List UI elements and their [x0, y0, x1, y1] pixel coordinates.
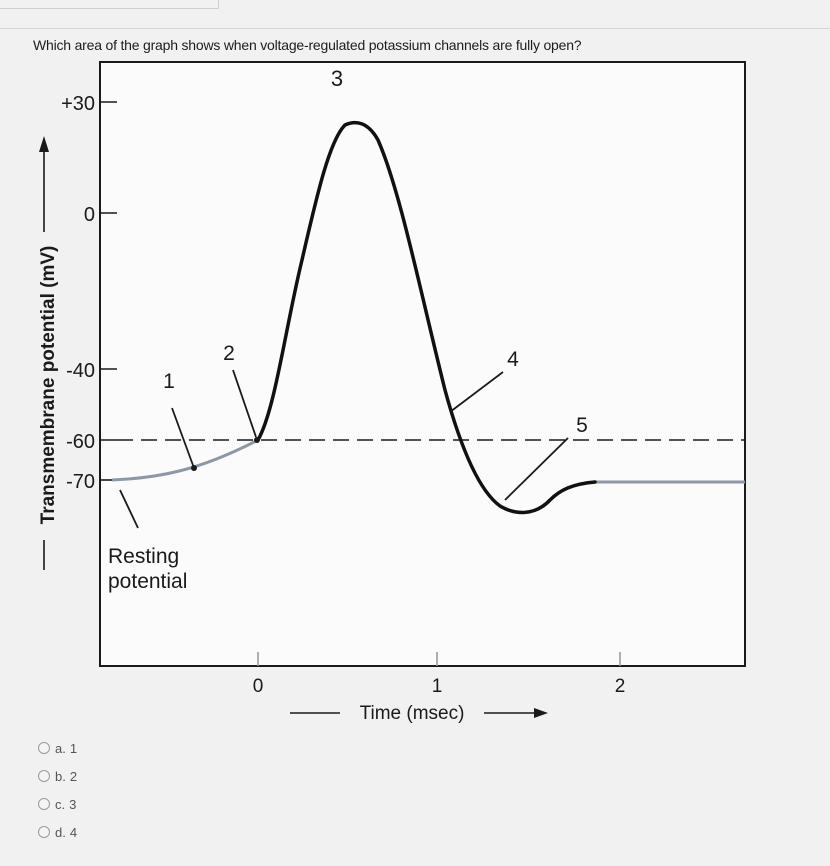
question-divider	[0, 28, 830, 29]
region-1-dot	[191, 465, 197, 471]
region-label-4: 4	[507, 348, 519, 371]
choice-c-value: 3	[69, 796, 77, 812]
choice-a-value: 1	[69, 740, 78, 756]
y-tick-label-plus30: +30	[61, 93, 95, 115]
y-tick-label-minus70: -70	[66, 471, 95, 493]
previous-question-box-edge	[0, 0, 219, 9]
region-label-5: 5	[576, 414, 588, 437]
x-tick-label-1: 1	[432, 676, 443, 697]
graph-frame	[99, 61, 746, 667]
choice-b-letter: b.	[55, 768, 66, 784]
choice-b-value: 2	[69, 768, 78, 784]
region-1-pointer	[171, 407, 195, 469]
choice-a[interactable]: a. 1	[38, 738, 77, 758]
choice-d-letter: d.	[55, 824, 66, 840]
y-tick-label-minus40: -40	[66, 360, 95, 382]
region-4-pointer	[449, 371, 504, 413]
y-axis-arrow-icon	[39, 136, 49, 152]
region-5-pointer	[504, 437, 569, 501]
action-potential-curve	[256, 120, 597, 515]
region-label-3: 3	[331, 66, 343, 91]
choice-c-radio[interactable]	[38, 798, 50, 810]
region-2-dot	[254, 437, 260, 443]
y-tick-label-minus60: -60	[66, 431, 95, 453]
region-label-2: 2	[223, 342, 235, 365]
x-tick-label-2: 2	[615, 676, 626, 697]
question-text: Which area of the graph shows when volta…	[33, 37, 582, 53]
resting-pointer	[119, 489, 139, 529]
resting-label-line2: potential	[108, 570, 187, 593]
choice-c-letter: c.	[55, 796, 66, 812]
resting-curve	[111, 438, 259, 482]
y-tick-label-0: 0	[84, 204, 95, 226]
choice-b[interactable]: b. 2	[38, 766, 77, 786]
choice-b-radio[interactable]	[38, 770, 50, 782]
resting-label-line1: Resting	[108, 545, 179, 568]
x-axis-title: Time (msec)	[360, 703, 465, 724]
region-2-pointer	[232, 369, 257, 438]
region-label-1: 1	[163, 370, 175, 393]
choice-d-value: 4	[69, 824, 78, 840]
choice-d[interactable]: d. 4	[38, 822, 77, 842]
choice-a-radio[interactable]	[38, 742, 50, 754]
choice-d-radio[interactable]	[38, 826, 50, 838]
x-tick-label-0: 0	[253, 676, 264, 697]
choice-a-letter: a.	[55, 740, 66, 756]
y-axis-title: Transmembrane potential (mV)	[38, 246, 59, 525]
choice-c[interactable]: c. 3	[38, 794, 76, 814]
x-axis-arrow-icon	[534, 708, 548, 718]
